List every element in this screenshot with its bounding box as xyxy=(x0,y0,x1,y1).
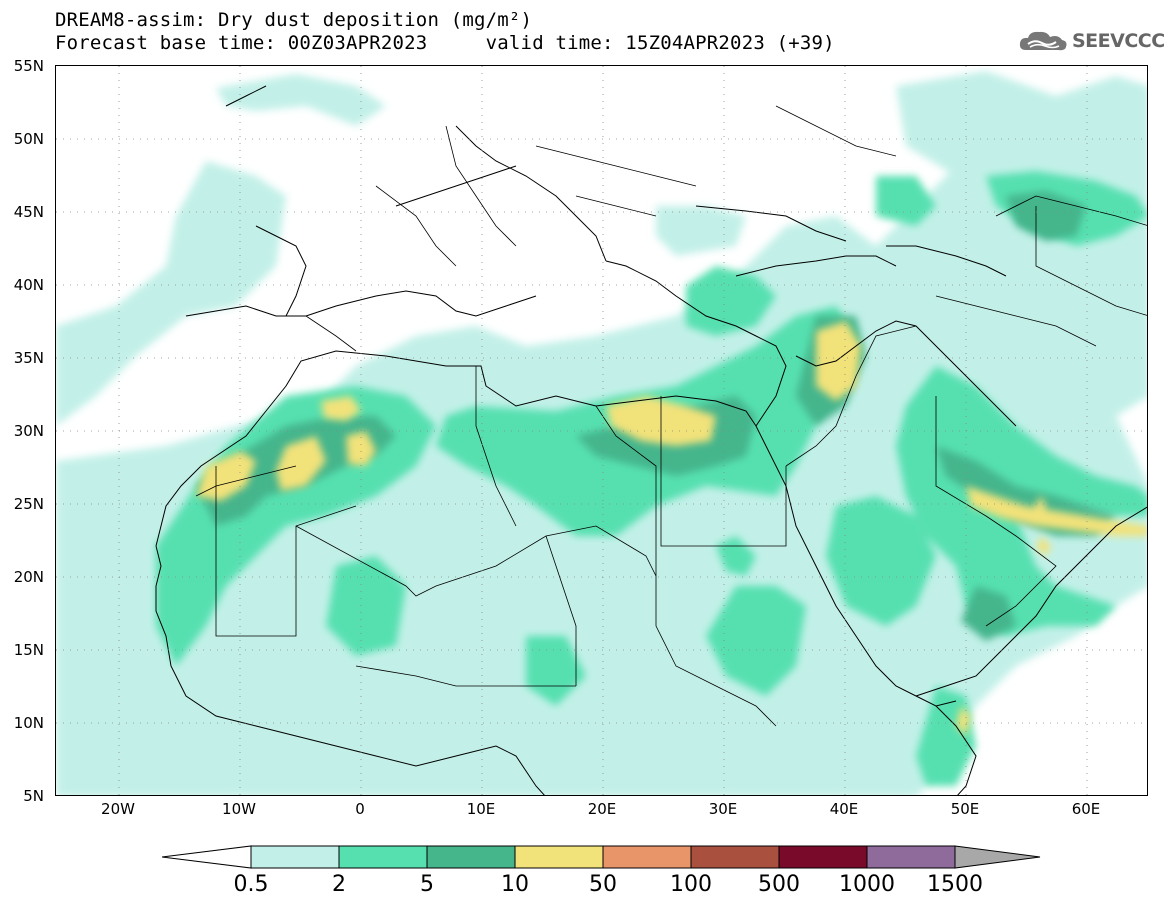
lon-label-50e: 50E xyxy=(950,800,980,818)
colorbar-box-0 xyxy=(250,845,340,869)
colorbar-label-5: 5 xyxy=(420,872,434,897)
colorbar-box-7 xyxy=(866,845,956,869)
colorbar-box-1 xyxy=(338,845,428,869)
lat-label-20n: 20N xyxy=(13,568,44,586)
lat-label-10n: 10N xyxy=(13,714,44,732)
colorbar-label-500: 500 xyxy=(758,872,800,897)
lat-label-30n: 30N xyxy=(13,422,44,440)
lat-label-35n: 35N xyxy=(13,349,44,367)
map-canvas xyxy=(56,66,1147,795)
colorbar-label-2: 2 xyxy=(332,872,346,897)
colorbar-low-triangle xyxy=(161,845,252,869)
lon-label-20e: 20E xyxy=(587,800,617,818)
colorbar-label-100: 100 xyxy=(670,872,712,897)
colorbar-box-4 xyxy=(602,845,692,869)
colorbar-box-2 xyxy=(426,845,516,869)
colorbar-box-6 xyxy=(778,845,868,869)
lon-label-0: 0 xyxy=(355,800,365,818)
cloud-logo-icon xyxy=(1019,31,1067,51)
colorbar-box-3 xyxy=(514,845,604,869)
lon-label-10w: 10W xyxy=(222,800,256,818)
map-title: DREAM8-assim: Dry dust deposition (mg/m²… xyxy=(55,9,533,31)
colorbar-label-50: 50 xyxy=(589,872,617,897)
colorbar-box-5 xyxy=(690,845,780,869)
lat-label-40n: 40N xyxy=(13,276,44,294)
lat-label-5n: 5N xyxy=(23,787,44,805)
colorbar-high-triangle xyxy=(954,845,1041,869)
lon-label-40e: 40E xyxy=(829,800,859,818)
colorbar-label-1500: 1500 xyxy=(927,872,983,897)
dust-deposition-map[interactable] xyxy=(55,65,1148,796)
lon-label-60e: 60E xyxy=(1071,800,1101,818)
colorbar-svg xyxy=(161,845,1041,869)
seevccc-logo: SEEVCCC xyxy=(1018,27,1165,55)
lat-label-45n: 45N xyxy=(13,203,44,221)
lat-label-25n: 25N xyxy=(13,495,44,513)
lon-label-20w: 20W xyxy=(101,800,135,818)
colorbar-label-1000: 1000 xyxy=(839,872,895,897)
graticule xyxy=(56,66,1147,795)
lat-label-50n: 50N xyxy=(13,130,44,148)
lon-label-10e: 10E xyxy=(466,800,496,818)
colorbar-label-10: 10 xyxy=(501,872,529,897)
colorbar-label-0.5: 0.5 xyxy=(233,872,269,897)
lat-label-55n: 55N xyxy=(13,57,44,75)
forecast-time-subtitle: Forecast base time: 00Z03APR2023 valid t… xyxy=(55,32,835,54)
logo-text: SEEVCCC xyxy=(1072,30,1165,52)
lat-label-15n: 15N xyxy=(13,641,44,659)
lon-label-30e: 30E xyxy=(708,800,738,818)
country-borders xyxy=(195,105,1147,727)
colorbar-legend xyxy=(161,845,1042,873)
